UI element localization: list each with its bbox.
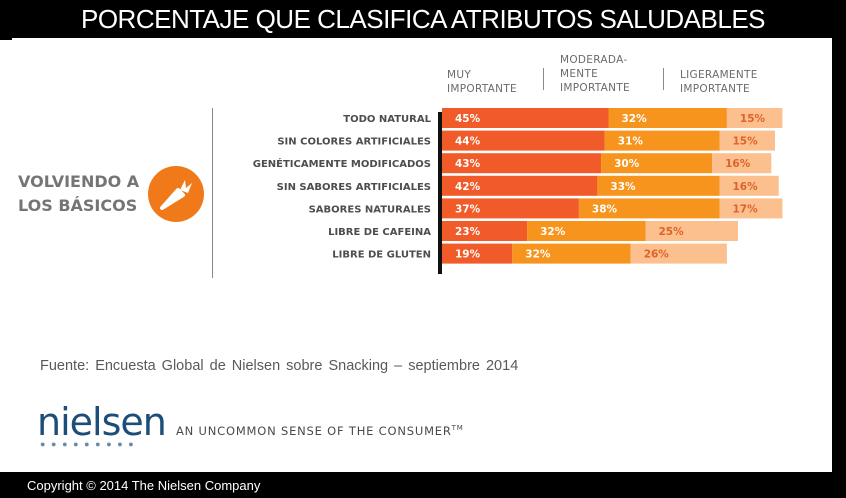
data-label: 19%	[455, 249, 481, 261]
bar-segment	[719, 198, 783, 219]
bar-segment	[442, 221, 528, 241]
bar-segment	[442, 130, 605, 151]
bar-segment	[645, 221, 738, 241]
header-separator	[543, 68, 544, 90]
carrot-icon	[160, 180, 192, 210]
bar-segment	[604, 130, 720, 151]
bar-segment	[512, 243, 631, 264]
data-label: 32%	[525, 249, 551, 261]
category-label: GENÉTICAMENTE MODIFICADOS	[253, 157, 431, 170]
data-label: 15%	[740, 113, 766, 125]
category-label: LIBRE DE CAFEINA	[328, 227, 431, 238]
header-moderadamente-importante: MODERADA- MENTE IMPORTANTE	[560, 54, 630, 94]
bar-segment	[601, 153, 713, 174]
source-note: Fuente: Encuesta Global de Nielsen sobre…	[40, 358, 519, 374]
data-label: 32%	[622, 113, 648, 125]
data-label: 32%	[540, 226, 566, 238]
category-label: SABORES NATURALES	[309, 204, 431, 215]
data-label: 44%	[455, 136, 481, 148]
data-label: 33%	[610, 181, 636, 193]
category-label: SIN SABORES ARTIFICIALES	[277, 182, 431, 193]
carrot-icon-badge	[148, 166, 204, 222]
data-label: 17%	[733, 203, 759, 215]
nielsen-logo-dots: ●●●●●●●●●	[40, 439, 140, 449]
data-label: 15%	[733, 136, 759, 148]
title-bar	[0, 0, 846, 40]
data-label: 25%	[659, 226, 685, 238]
bar-segment	[578, 198, 720, 219]
bar-segment	[442, 198, 579, 219]
data-label: 38%	[592, 203, 618, 215]
chart-baseline	[438, 112, 442, 274]
category-label: SIN COLORES ARTIFICIALES	[277, 137, 431, 148]
category-label: TODO NATURAL	[343, 114, 431, 125]
header-separator	[663, 68, 664, 90]
data-label: 42%	[455, 181, 481, 193]
group-bracket	[212, 108, 213, 278]
header-ligeramente-importante: LIGERAMENTE IMPORTANTE	[680, 69, 758, 95]
data-label: 26%	[644, 249, 670, 261]
nielsen-logo: nielsen	[37, 400, 167, 444]
data-label: 45%	[455, 113, 481, 125]
bar-segment	[712, 153, 772, 174]
tagline: AN UNCOMMON SENSE OF THE CONSUMERTM	[176, 424, 464, 438]
bar-segment	[442, 243, 513, 264]
data-label: 31%	[618, 136, 644, 148]
footer-bar	[0, 472, 846, 498]
category-label: LIBRE DE GLUTEN	[332, 250, 431, 261]
bar-segment	[726, 108, 783, 128]
data-label: 30%	[614, 158, 640, 170]
title-underline	[12, 38, 832, 40]
bar-segment	[442, 108, 609, 128]
bar-segment	[442, 153, 602, 174]
bar-segment	[608, 108, 727, 128]
data-label: 16%	[733, 181, 759, 193]
data-label: 16%	[725, 158, 751, 170]
section-label: VOLVIENDO A LOS BÁSICOS	[18, 172, 140, 215]
bar-segment	[597, 175, 720, 196]
page-title: PORCENTAJE QUE CLASIFICA ATRIBUTOS SALUD…	[80, 4, 766, 34]
bar-segment	[527, 221, 646, 241]
data-label: 43%	[455, 158, 481, 170]
tagline-text: AN UNCOMMON SENSE OF THE CONSUMER	[176, 424, 452, 438]
data-label: 37%	[455, 203, 481, 215]
bar-segment	[719, 130, 775, 151]
header-muy-importante: MUY IMPORTANTE	[447, 69, 517, 95]
bar-segment	[442, 175, 598, 196]
trademark-mark: TM	[451, 424, 464, 433]
copyright: Copyright © 2014 The Nielsen Company	[27, 478, 261, 493]
data-label: 23%	[455, 226, 481, 238]
right-border	[832, 40, 846, 472]
bar-segment	[630, 243, 727, 264]
bar-segment	[719, 175, 779, 196]
